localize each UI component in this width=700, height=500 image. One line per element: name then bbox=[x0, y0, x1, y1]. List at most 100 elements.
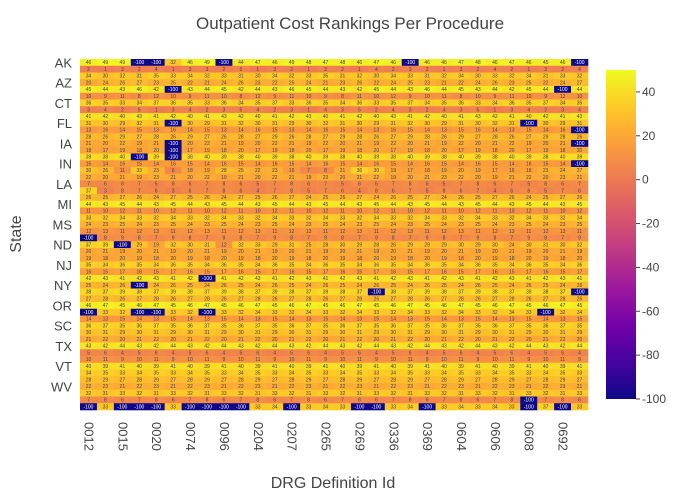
heatmap-cell bbox=[266, 308, 284, 316]
heatmap-cell-label: 20 bbox=[340, 141, 346, 147]
heatmap-cell bbox=[130, 140, 149, 148]
heatmap-cell-label: 23 bbox=[153, 80, 159, 86]
heatmap-cell-label: 33 bbox=[424, 391, 430, 397]
heatmap-cell-label: 27 bbox=[136, 80, 142, 86]
heatmap-cell-label: 14 bbox=[357, 161, 363, 167]
heatmap-cell-label: 18 bbox=[407, 256, 413, 262]
heatmap-cell-label: 17 bbox=[103, 148, 109, 154]
heatmap-cell bbox=[164, 72, 182, 80]
heatmap-cell-label: 17 bbox=[390, 148, 396, 154]
x-tick-label: 0020 bbox=[149, 422, 164, 451]
heatmap-cell bbox=[469, 173, 487, 181]
heatmap-cell bbox=[401, 302, 419, 310]
heatmap-cell bbox=[130, 99, 149, 107]
heatmap-cell-label: -100 bbox=[83, 236, 93, 242]
heatmap-cell bbox=[113, 302, 132, 310]
heatmap-cell bbox=[418, 261, 436, 269]
heatmap-cell-label: 21 bbox=[526, 384, 532, 390]
heatmap-cell-label: 10 bbox=[526, 94, 532, 100]
heatmap-cell bbox=[130, 187, 149, 195]
heatmap-cell bbox=[418, 113, 436, 121]
heatmap-cell-label: 4 bbox=[375, 67, 378, 73]
heatmap-cell bbox=[334, 65, 352, 73]
heatmap-cell bbox=[571, 403, 589, 411]
heatmap-cell bbox=[249, 281, 267, 289]
heatmap-cell-label: 37 bbox=[103, 323, 109, 329]
heatmap-cell bbox=[300, 261, 318, 269]
heatmap-cell bbox=[249, 322, 267, 330]
heatmap-cell bbox=[334, 302, 352, 310]
heatmap-cell-label: 16 bbox=[340, 269, 346, 275]
heatmap-cell bbox=[266, 180, 284, 188]
heatmap-cell bbox=[215, 200, 233, 208]
heatmap-cell-label: 36 bbox=[543, 323, 549, 329]
heatmap-cell bbox=[130, 160, 149, 168]
heatmap-cell-label: 6 bbox=[375, 182, 378, 188]
heatmap-cell bbox=[418, 214, 436, 222]
heatmap-cell bbox=[317, 72, 335, 80]
heatmap-cell-label: 42 bbox=[441, 276, 447, 282]
heatmap-cell bbox=[571, 322, 589, 330]
heatmap-cell-label: 15 bbox=[424, 317, 430, 323]
heatmap-cell-label: 8 bbox=[121, 188, 124, 194]
heatmap-cell bbox=[418, 281, 436, 289]
heatmap-cell bbox=[503, 214, 521, 222]
heatmap-cell-label: 34 bbox=[238, 101, 244, 107]
heatmap-cell bbox=[317, 376, 335, 384]
heatmap-cell-label: 32 bbox=[560, 215, 566, 221]
heatmap-cell-label: 22 bbox=[120, 141, 126, 147]
heatmap-cell bbox=[367, 214, 386, 222]
heatmap-cell-label: 6 bbox=[239, 182, 242, 188]
heatmap-cell-label: 46 bbox=[441, 60, 447, 66]
heatmap-cell bbox=[96, 383, 115, 391]
heatmap-cell bbox=[181, 173, 199, 181]
heatmap-cell-label: 25 bbox=[238, 168, 244, 174]
heatmap-cell bbox=[147, 376, 165, 384]
heatmap-cell bbox=[367, 302, 386, 310]
heatmap-cell-label: 15 bbox=[407, 269, 413, 275]
heatmap-cell bbox=[469, 322, 487, 330]
heatmap-cell bbox=[334, 329, 352, 337]
heatmap-cell bbox=[520, 254, 538, 262]
heatmap-cell-label: 2 bbox=[510, 67, 513, 73]
heatmap-cell bbox=[554, 92, 572, 100]
heatmap-cell-label: 47 bbox=[357, 303, 363, 309]
heatmap-cell bbox=[435, 113, 453, 121]
heatmap-cell bbox=[469, 349, 487, 357]
heatmap-cell bbox=[181, 200, 199, 208]
heatmap-cell bbox=[113, 362, 132, 370]
heatmap-cell-label: 38 bbox=[390, 290, 396, 296]
heatmap-cell bbox=[317, 295, 335, 303]
heatmap-cell bbox=[249, 79, 267, 87]
heatmap-cell bbox=[401, 99, 419, 107]
heatmap-cell-label: 20 bbox=[424, 337, 430, 343]
heatmap-cell-label: 45 bbox=[526, 303, 532, 309]
heatmap-cell bbox=[96, 396, 115, 404]
heatmap-cell-label: 8 bbox=[443, 236, 446, 242]
heatmap-cell-label: 3 bbox=[172, 107, 175, 113]
heatmap-cell bbox=[401, 315, 419, 323]
heatmap-cell-label: 40 bbox=[526, 114, 532, 120]
heatmap-cell bbox=[435, 173, 453, 181]
heatmap-cell-label: 17 bbox=[577, 269, 583, 275]
heatmap-cell bbox=[367, 119, 386, 127]
heatmap-cell-label: 8 bbox=[392, 236, 395, 242]
heatmap-cell bbox=[96, 221, 115, 229]
heatmap-cell-label: 13 bbox=[221, 128, 227, 134]
heatmap-cell bbox=[164, 295, 182, 303]
heatmap-cell-label: 36 bbox=[526, 263, 532, 269]
heatmap-cell-label: 19 bbox=[120, 148, 126, 154]
heatmap-cell-label: 15 bbox=[543, 161, 549, 167]
heatmap-cell-label: 29 bbox=[577, 330, 583, 336]
heatmap-cell-label: 24 bbox=[238, 222, 244, 228]
heatmap-cell-label: 28 bbox=[340, 377, 346, 383]
y-tick-label: OR bbox=[53, 298, 73, 313]
x-tick-label: 0207 bbox=[285, 422, 300, 451]
heatmap-cell bbox=[435, 227, 453, 235]
heatmap-cell bbox=[147, 200, 165, 208]
heatmap-cell-label: 44 bbox=[221, 344, 227, 350]
heatmap-cell-label: 20 bbox=[475, 141, 481, 147]
heatmap-cell bbox=[113, 194, 132, 202]
heatmap-cell-label: 21 bbox=[289, 175, 295, 181]
x-tick-label: 0369 bbox=[420, 422, 435, 451]
